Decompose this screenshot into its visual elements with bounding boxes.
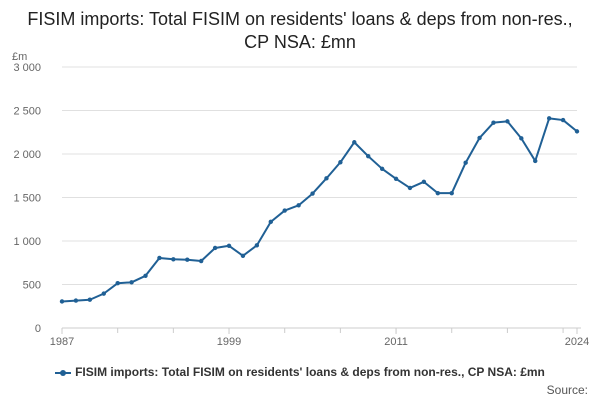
data-point[interactable] [310,191,315,196]
source-label: Source: [546,383,588,397]
data-point[interactable] [435,190,441,196]
data-point[interactable] [533,158,538,164]
data-point[interactable] [352,140,357,145]
data-point[interactable] [546,116,552,121]
y-axis-label: £m [12,51,27,63]
data-point[interactable] [129,280,134,285]
data-point[interactable] [407,185,413,191]
data-point[interactable] [143,273,148,278]
data-point[interactable] [324,176,329,181]
x-tick-label: 2011 [384,336,408,348]
data-point[interactable] [171,257,176,262]
data-point[interactable] [115,280,120,286]
data-point[interactable] [505,119,510,124]
y-tick-label: 3 000 [13,62,41,74]
data-point[interactable] [212,245,218,251]
legend[interactable]: FISIM imports: Total FISIM on residents'… [0,365,600,379]
y-tick-label: 2 000 [13,149,41,161]
x-axis: 1987 1999 2011 2024 [50,327,589,348]
data-point[interactable] [73,298,79,303]
data-point[interactable] [338,160,343,165]
y-axis: £m 0 500 1 000 1 500 2 000 2 500 3 000 [12,51,41,335]
data-point[interactable] [519,136,524,141]
data-point[interactable] [198,258,204,264]
legend-label: FISIM imports: Total FISIM on residents'… [75,365,545,379]
series-group [59,116,580,304]
data-point[interactable] [282,208,287,213]
data-point[interactable] [560,117,566,123]
y-tick-label: 1 000 [13,236,41,248]
data-point[interactable] [87,297,93,302]
data-point[interactable] [254,243,260,248]
legend-line-marker-icon [55,368,72,378]
series-line [61,117,578,303]
data-point[interactable] [157,255,162,261]
y-tick-label: 500 [23,280,41,292]
y-tick-label: 1 500 [13,193,41,205]
data-point[interactable] [101,291,106,296]
data-point[interactable] [463,160,468,165]
data-point[interactable] [240,253,246,258]
x-tick-label: 1987 [50,336,74,348]
data-point[interactable] [379,166,385,171]
x-tick-label: 1999 [217,336,241,348]
x-tick-label: 2024 [565,336,589,348]
y-tick-label: 2 500 [13,106,41,118]
data-point[interactable] [574,129,580,134]
data-point[interactable] [477,135,482,141]
gridlines [62,66,577,329]
data-point[interactable] [366,153,371,159]
data-point[interactable] [268,219,273,225]
data-point[interactable] [296,203,301,208]
data-point[interactable] [449,190,454,196]
data-point[interactable] [421,179,427,185]
data-point[interactable] [185,257,190,262]
data-point[interactable] [491,120,496,125]
y-tick-label: 0 [35,323,41,335]
data-point[interactable] [59,299,65,304]
chart-title: FISIM imports: Total FISIM on residents'… [27,9,573,52]
data-point[interactable] [226,243,232,248]
data-point[interactable] [393,176,399,181]
